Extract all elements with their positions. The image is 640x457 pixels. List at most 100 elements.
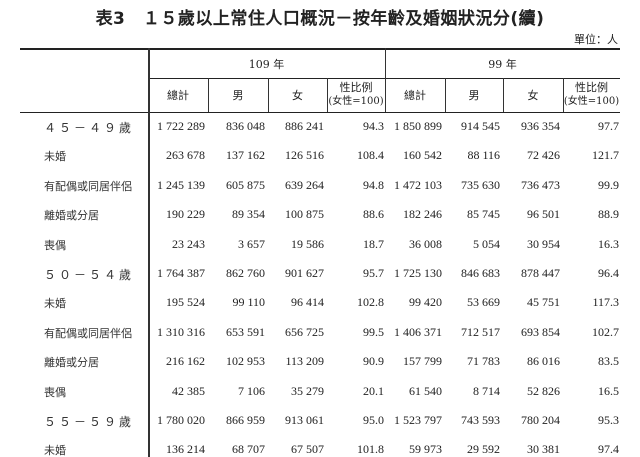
column-header: 女 — [527, 89, 539, 102]
row-label: 喪偶 — [44, 385, 66, 399]
table-cell: 117.3 — [592, 295, 619, 310]
row-label: ５０－５４歲 — [44, 268, 135, 282]
table-cell: 68 707 — [232, 442, 265, 457]
table-row: 有配偶或同居伴侶 1 310 316 653 591 656 725 99.5 1 406… — [0, 325, 640, 345]
table-cell: 23 243 — [172, 236, 205, 251]
table-cell: 126 516 — [285, 148, 324, 163]
table-cell: 83.5 — [598, 354, 619, 369]
table-cell: 100 875 — [285, 207, 324, 222]
ratio-note: (女性=100) — [563, 96, 620, 107]
table-cell: 86 016 — [527, 354, 560, 369]
table-cell: 29 592 — [467, 442, 500, 457]
table-cell: 1 780 020 — [157, 413, 205, 427]
table-cell: 96 501 — [527, 207, 560, 222]
unit-label: 單位：人 — [574, 33, 618, 46]
table-row: 喪偶 42 385 7 106 35 279 20.1 61 540 8 714 52 826… — [0, 384, 640, 404]
table-cell: 95.7 — [363, 266, 384, 280]
table-cell: 157 799 — [403, 354, 442, 369]
table-cell: 735 630 — [461, 177, 500, 192]
table-cell: 1 406 371 — [394, 324, 442, 339]
row-label: 未婚 — [44, 150, 66, 164]
header-column-divider — [563, 78, 564, 112]
table-cell: 102.8 — [357, 295, 384, 310]
table-cell: 72 426 — [527, 148, 560, 163]
table-cell: 656 725 — [285, 324, 324, 339]
header-column-divider — [268, 78, 269, 112]
table-cell: 866 959 — [226, 413, 265, 427]
table-cell: 639 264 — [285, 177, 324, 192]
table-cell: 1 722 289 — [157, 119, 205, 133]
table-row: 未婚 136 214 68 707 67 507 101.8 59 973 29 592 30… — [0, 442, 640, 457]
row-label: ４５－４９歲 — [44, 121, 135, 135]
row-label: ５５－５９歲 — [44, 415, 135, 429]
column-header: 性比例 (女性=100) — [328, 81, 384, 107]
table-cell: 97.7 — [598, 119, 619, 133]
label-column-divider — [148, 48, 150, 457]
table-cell: 99 110 — [232, 295, 265, 310]
table-cell: 102 953 — [226, 354, 265, 369]
table-cell: 30 954 — [527, 236, 560, 251]
table-cell: 102.7 — [592, 324, 619, 339]
table-cell: 653 591 — [226, 324, 265, 339]
column-header: 男 — [232, 89, 244, 102]
table-cell: 35 279 — [291, 383, 324, 398]
table-cell: 182 246 — [403, 207, 442, 222]
row-label: 有配偶或同居伴侶 — [44, 326, 132, 340]
table-cell: 901 627 — [285, 266, 324, 280]
table-cell: 94.3 — [363, 119, 384, 133]
table-row: 未婚 195 524 99 110 96 414 102.8 99 420 53 669 45… — [0, 295, 640, 315]
row-label: 喪偶 — [44, 238, 66, 252]
header-column-divider — [503, 78, 504, 112]
table-cell: 160 542 — [403, 148, 442, 163]
table-cell: 8 714 — [473, 383, 500, 398]
table-cell: 19 586 — [291, 236, 324, 251]
header-mid-rule — [148, 78, 620, 79]
table-cell: 913 061 — [285, 413, 324, 427]
table-cell: 53 669 — [467, 295, 500, 310]
column-header: 總計 — [167, 89, 189, 102]
table-row: ５５－５９歲 1 780 020 866 959 913 061 95.0 1 523 7… — [0, 413, 640, 433]
table-cell: 936 354 — [521, 119, 560, 133]
table-cell: 5 054 — [473, 236, 500, 251]
table-cell: 1 523 797 — [394, 413, 442, 427]
table-top-rule — [20, 48, 620, 50]
table-cell: 16.3 — [598, 236, 619, 251]
table-cell: 121.7 — [592, 148, 619, 163]
column-header: 性比例 (女性=100) — [563, 81, 620, 107]
table-cell: 88 116 — [467, 148, 500, 163]
table-cell: 1 725 130 — [394, 266, 442, 280]
table-cell: 61 540 — [409, 383, 442, 398]
table-cell: 3 657 — [238, 236, 265, 251]
column-header: 總計 — [404, 89, 426, 102]
table-cell: 95.0 — [363, 413, 384, 427]
header-column-divider — [327, 78, 328, 112]
table-cell: 605 875 — [226, 177, 265, 192]
table-title: 表3 １５歲以上常住人口概況－按年齡及婚姻狀況分(續) — [95, 9, 545, 29]
table-row: 喪偶 23 243 3 657 19 586 18.7 36 008 5 054 30 954… — [0, 237, 640, 257]
table-cell: 1 472 103 — [394, 177, 442, 192]
table-cell: 88.6 — [363, 207, 384, 222]
table-cell: 263 678 — [166, 148, 205, 163]
table-cell: 836 048 — [226, 119, 265, 133]
table-cell: 190 229 — [166, 207, 205, 222]
table-cell: 88.9 — [598, 207, 619, 222]
table-cell: 20.1 — [363, 383, 384, 398]
table-cell: 71 783 — [467, 354, 500, 369]
table-cell: 59 973 — [409, 442, 442, 457]
header-bottom-rule — [20, 112, 620, 113]
table-cell: 16.5 — [598, 383, 619, 398]
table-row: 有配偶或同居伴侶 1 245 139 605 875 639 264 94.8 1 472… — [0, 178, 640, 198]
table-cell: 89 354 — [232, 207, 265, 222]
table-cell: 1 850 899 — [394, 119, 442, 133]
table-cell: 1 245 139 — [157, 177, 205, 192]
year-109-header: 109 年 — [248, 58, 285, 71]
table-cell: 886 241 — [285, 119, 324, 133]
header-column-divider — [445, 78, 446, 112]
table-cell: 36 008 — [409, 236, 442, 251]
row-label: 未婚 — [44, 297, 66, 311]
column-header: 女 — [292, 89, 303, 102]
column-header: 男 — [468, 89, 480, 102]
table-cell: 712 517 — [461, 324, 500, 339]
table-cell: 780 204 — [521, 413, 560, 427]
table-cell: 216 162 — [166, 354, 205, 369]
